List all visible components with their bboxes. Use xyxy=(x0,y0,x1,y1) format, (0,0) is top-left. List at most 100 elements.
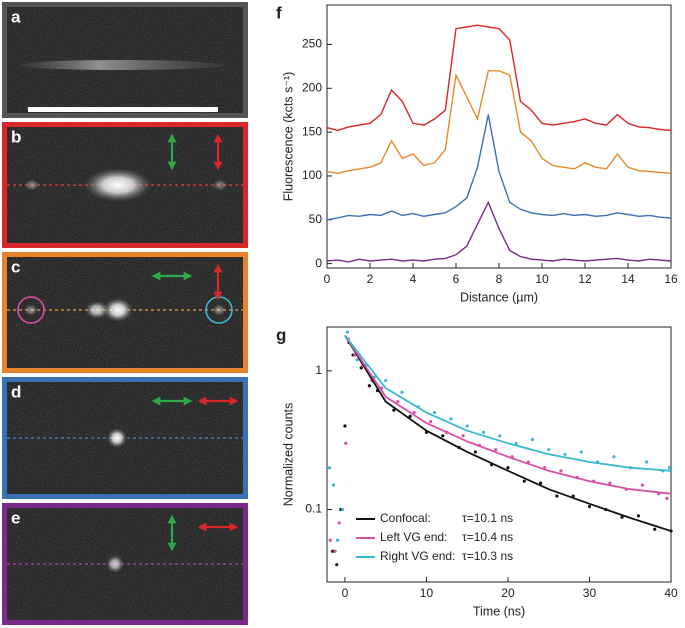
decay-point xyxy=(359,366,363,370)
emitter-spot xyxy=(84,168,152,202)
profile-line xyxy=(326,70,672,175)
y-tick-label: 0 xyxy=(315,256,322,270)
decay-point xyxy=(640,483,645,487)
decay-point xyxy=(559,469,563,473)
x-tick-label: 6 xyxy=(453,272,460,286)
chart-label: f xyxy=(276,3,282,22)
decay-point xyxy=(340,507,345,512)
decay-point xyxy=(331,549,335,553)
y-tick-label: 200 xyxy=(302,80,322,94)
waveguide-glow xyxy=(15,60,225,70)
decay-point xyxy=(327,466,332,470)
decay-point xyxy=(644,460,649,464)
decay-point xyxy=(538,481,543,485)
x-tick-label: 16 xyxy=(664,272,678,286)
x-tick-label: 20 xyxy=(501,586,515,600)
decay-point xyxy=(555,494,559,498)
decay-point xyxy=(473,450,477,454)
x-tick-label: 40 xyxy=(664,586,678,600)
decay-point xyxy=(498,434,502,438)
panel-label: c xyxy=(11,257,20,276)
decay-point xyxy=(337,521,341,525)
decay-point xyxy=(667,466,671,470)
decay-point xyxy=(367,384,371,388)
image-panel: d xyxy=(2,377,248,499)
y-tick-label: 100 xyxy=(302,168,322,182)
panel-label: a xyxy=(11,7,21,26)
end-spot xyxy=(24,304,38,316)
image-panel: b xyxy=(2,122,248,248)
decay-point xyxy=(335,563,339,567)
decay-point xyxy=(343,424,347,428)
decay-point xyxy=(396,399,400,404)
end-spot xyxy=(212,304,226,316)
decay-point xyxy=(481,430,486,434)
emitter-spot xyxy=(106,555,124,573)
y-tick-label: 1 xyxy=(315,363,322,377)
panel-label: d xyxy=(11,382,21,401)
decay-point xyxy=(494,448,498,452)
decay-point xyxy=(433,410,437,415)
x-tick-label: 12 xyxy=(578,272,592,286)
image-panel: c xyxy=(2,252,248,373)
decay-point xyxy=(530,437,535,442)
y-axis-title: Normalized counts xyxy=(281,403,295,507)
decay-point xyxy=(465,424,469,428)
legend-label: Confocal: xyxy=(380,511,431,525)
x-tick-label: 14 xyxy=(621,272,635,286)
panel-label: b xyxy=(11,127,21,146)
decay-point xyxy=(449,417,453,421)
decay-point xyxy=(587,504,592,509)
decay-point xyxy=(665,496,669,501)
decay-point xyxy=(384,379,388,383)
fit-line xyxy=(344,334,672,472)
left-end-circle xyxy=(17,296,45,324)
decay-point xyxy=(335,538,340,542)
x-tick-label: 8 xyxy=(496,272,503,286)
decay-point xyxy=(428,420,433,424)
x-tick-label: 4 xyxy=(410,272,417,286)
decay-point xyxy=(612,455,616,459)
x-tick-label: 10 xyxy=(535,272,549,286)
x-tick-label: 0 xyxy=(324,272,331,286)
emitter-spot xyxy=(107,428,127,448)
fit-line xyxy=(344,334,672,532)
decay-point xyxy=(514,441,518,445)
x-tick-label: 10 xyxy=(420,586,434,600)
profile-line xyxy=(326,24,672,132)
image-panel: a xyxy=(2,2,248,118)
decay-point xyxy=(408,414,412,418)
decay-point xyxy=(331,483,336,487)
decay-point xyxy=(345,330,349,334)
x-axis-title: Time (ns) xyxy=(473,604,525,618)
scale-bar xyxy=(28,107,218,112)
decay-point xyxy=(506,466,510,470)
legend-lifetime: τ=10.4 ns xyxy=(462,530,513,544)
chart: 0 10 20 30 40 0.1 1 Time (ns) Normalized counts g… xyxy=(276,325,678,618)
decay-point xyxy=(333,549,337,553)
decay-point xyxy=(522,479,526,483)
image-panel: e xyxy=(2,503,248,625)
profile-line xyxy=(326,200,672,263)
y-tick-label: 0.1 xyxy=(305,502,322,516)
decay-point xyxy=(547,448,551,452)
chart-label: g xyxy=(276,325,286,344)
legend-label: Left VG end: xyxy=(380,530,447,544)
emitter-spot xyxy=(85,301,109,319)
x-tick-label: 0 xyxy=(342,586,349,600)
decay-point xyxy=(563,452,567,456)
end-spot xyxy=(24,179,40,191)
x-tick-label: 30 xyxy=(583,586,597,600)
emitter-spot xyxy=(103,298,133,322)
x-tick-label: 2 xyxy=(367,272,374,286)
image-noise xyxy=(7,7,243,113)
y-tick-label: 150 xyxy=(302,124,322,138)
fit-line xyxy=(344,334,672,495)
decay-point xyxy=(400,390,404,394)
y-axis-title: Fluorescence (kcts s⁻¹) xyxy=(281,72,295,202)
decay-point xyxy=(441,434,445,438)
panel-label: e xyxy=(11,508,20,527)
decay-point xyxy=(620,515,624,519)
decay-point xyxy=(608,481,612,485)
